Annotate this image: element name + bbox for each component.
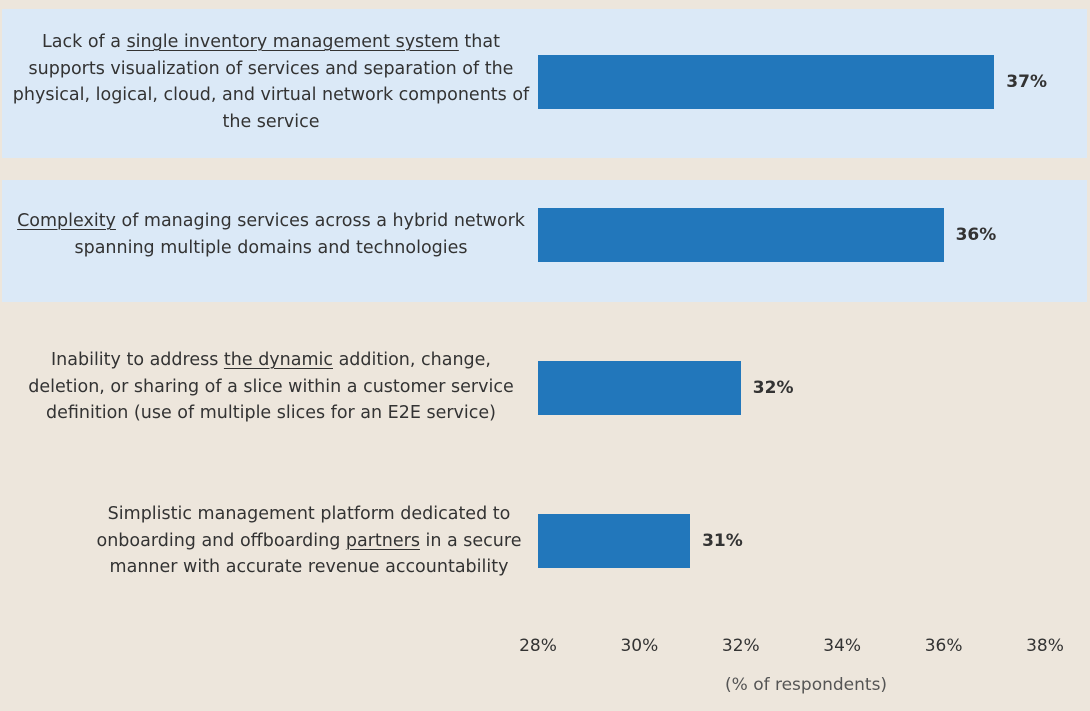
- bar-4: [538, 514, 691, 568]
- category-label-3: Inability to address the dynamic additio…: [28, 350, 514, 423]
- value-label-2: 36%: [955, 225, 997, 245]
- bar-2: [538, 208, 944, 262]
- x-tick-label: 38%: [1026, 636, 1064, 656]
- category-label-2: Complexity of managing services across a…: [17, 211, 525, 258]
- category-label-1: Lack of a single inventory management sy…: [12, 32, 530, 132]
- value-label-3: 32%: [752, 378, 794, 398]
- x-tick-label: 34%: [823, 636, 862, 656]
- bar-1: [538, 55, 995, 109]
- value-label-1: 37%: [1006, 72, 1047, 92]
- value-label-4: 31%: [702, 531, 743, 551]
- x-tick-label: 36%: [924, 636, 963, 656]
- bar-3: [538, 361, 741, 415]
- x-tick-label: 30%: [620, 636, 659, 656]
- x-tick-label: 28%: [519, 636, 557, 656]
- category-label-4: Simplistic management platform dedicated…: [96, 504, 522, 577]
- x-axis-title: (% of respondents): [725, 675, 888, 695]
- x-tick-label: 32%: [721, 636, 760, 656]
